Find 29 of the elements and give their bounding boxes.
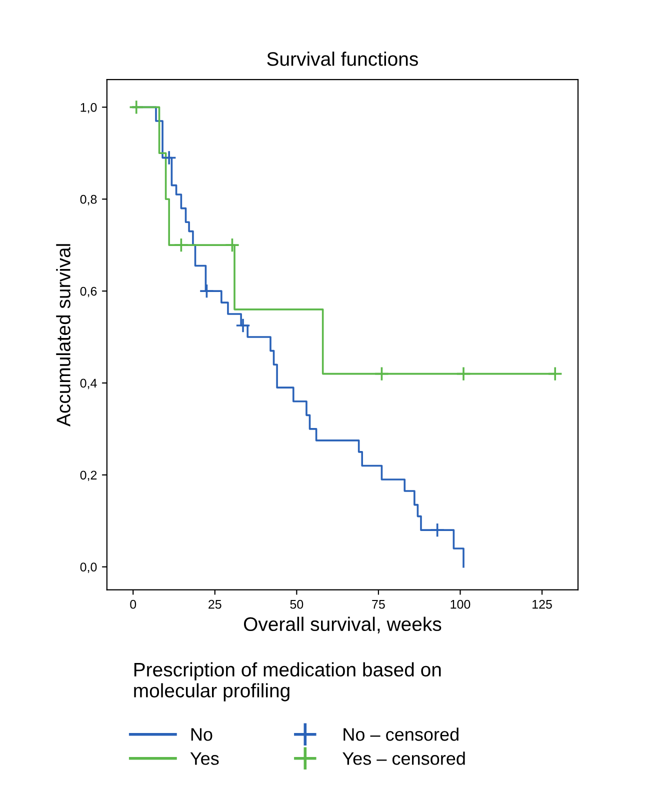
- point: [374, 366, 390, 382]
- legend-label: No – censored: [344, 728, 458, 741]
- point: [430, 522, 445, 538]
- x-tick-label: 125: [532, 600, 552, 609]
- legend-label: No: [191, 728, 212, 741]
- y-axis-title: Accumulated survival: [56, 244, 70, 427]
- y-tick-label: 1,0: [80, 102, 97, 114]
- legend-label: Yes: [190, 752, 219, 765]
- legend-label: Yes – censored: [342, 752, 465, 765]
- x-tick-label: 100: [450, 600, 470, 609]
- x-tick-label: 0: [130, 600, 136, 609]
- point: [548, 366, 563, 382]
- x-tick-label: 75: [372, 600, 385, 609]
- point: [224, 238, 240, 253]
- y-tick-label: 0,2: [80, 470, 97, 482]
- chart-title: Survival functions: [267, 52, 418, 66]
- x-tick-label: 50: [290, 600, 304, 609]
- y-tick-label: 0,6: [80, 286, 97, 298]
- point: [199, 284, 214, 299]
- point: [236, 318, 251, 334]
- point: [162, 150, 177, 166]
- point: [174, 238, 189, 253]
- legend-title: Prescription of medication based on molecular profiling: [134, 662, 441, 702]
- y-tick-label: 0,8: [80, 194, 97, 206]
- y-tick-label: 0,4: [80, 378, 97, 390]
- x-tick-label: 25: [208, 600, 222, 609]
- y-tick-label: 0,0: [80, 562, 97, 573]
- point: [456, 366, 472, 382]
- x-axis-title: Overall survival, weeks: [244, 616, 442, 634]
